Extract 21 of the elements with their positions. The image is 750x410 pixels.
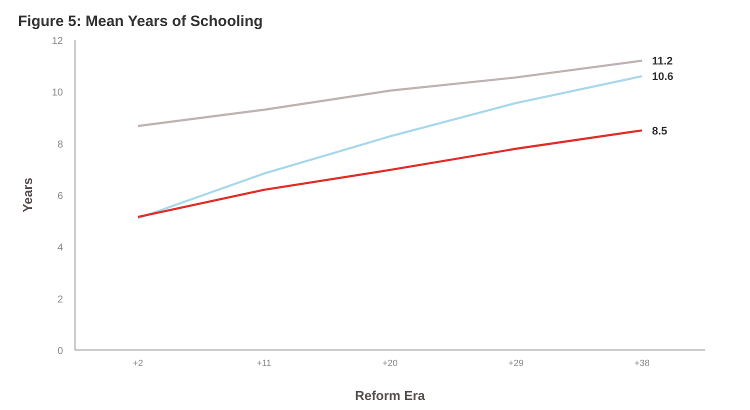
x-axis-title: Reform Era <box>354 388 426 403</box>
y-tick-label: 10 <box>52 88 64 99</box>
data-label: 11.2 <box>652 56 673 68</box>
x-tick-label: +20 <box>382 358 398 368</box>
y-tick-label: 0 <box>57 346 64 357</box>
y-tick-label: 2 <box>57 294 64 306</box>
line-series <box>136 129 644 218</box>
y-tick-label: 6 <box>57 191 64 202</box>
y-tick-label: 12 <box>52 36 64 47</box>
x-tick-label: +29 <box>508 358 524 368</box>
x-tick-label: +2 <box>132 358 144 368</box>
y-tick-label: 8 <box>57 139 64 150</box>
x-tick-label: +38 <box>634 358 650 368</box>
x-tick-label: +11 <box>256 358 272 368</box>
data-label: 10.6 <box>652 71 674 84</box>
y-tick-label: 4 <box>57 242 64 254</box>
data-label: 8.5 <box>652 125 668 138</box>
y-axis-title: Years <box>20 178 35 212</box>
chart-title: Figure 5: Mean Years of Schooling <box>18 13 263 30</box>
line-series <box>136 75 644 220</box>
line-series <box>136 60 644 128</box>
